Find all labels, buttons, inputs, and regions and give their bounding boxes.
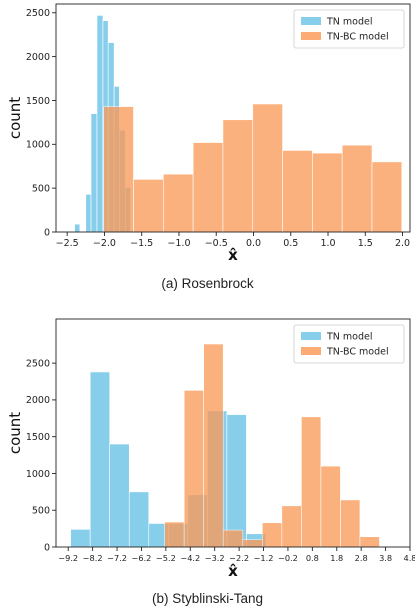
x-tick-label: −2.0 bbox=[93, 238, 116, 249]
legend-swatch bbox=[301, 17, 321, 25]
y-tick-label: 1000 bbox=[26, 140, 50, 151]
histogram-bar bbox=[89, 371, 111, 548]
y-tick-label: 1000 bbox=[26, 469, 50, 480]
histogram-bar bbox=[320, 465, 341, 548]
x-tick-label: −0.5 bbox=[205, 238, 228, 249]
histogram-bar bbox=[226, 414, 247, 548]
histogram-bar bbox=[371, 161, 403, 233]
y-tick-label: 2500 bbox=[26, 358, 50, 369]
y-tick-label: 1500 bbox=[26, 96, 50, 107]
histogram-bar bbox=[341, 144, 373, 233]
histogram-bar bbox=[183, 390, 205, 548]
histogram-bar bbox=[96, 15, 104, 233]
y-tick-label: 2000 bbox=[26, 52, 50, 63]
histogram-bar bbox=[163, 173, 194, 233]
x-tick-label: −9.2 bbox=[58, 553, 78, 563]
caption-styblinski-tang: (b) Styblinski-Tang bbox=[151, 591, 264, 606]
legend-swatch bbox=[301, 332, 321, 340]
histogram-bar bbox=[222, 119, 254, 233]
histogram-bar bbox=[252, 103, 283, 233]
x-tick-label: 1.0 bbox=[320, 238, 335, 249]
legend-label: TN-BC model bbox=[326, 32, 389, 43]
histogram-bar bbox=[301, 416, 322, 548]
x-tick-label: −1.0 bbox=[167, 238, 190, 249]
histogram-bar bbox=[222, 529, 244, 548]
x-tick-label: −2.5 bbox=[56, 238, 79, 249]
x-tick-label: 4.8 bbox=[403, 553, 415, 563]
x-tick-label: −0.2 bbox=[278, 553, 298, 563]
x-tick-label: −1.5 bbox=[130, 238, 153, 249]
legend-swatch bbox=[301, 32, 321, 40]
x-tick-label: 1.5 bbox=[358, 238, 373, 249]
caption-rosenbrock: (a) Rosenbrock bbox=[161, 276, 254, 291]
legend-label: TN model bbox=[326, 332, 373, 343]
x-tick-label: −1.2 bbox=[254, 553, 274, 563]
y-tick-label: 0 bbox=[44, 542, 50, 553]
histogram-bar bbox=[359, 536, 380, 548]
x-tick-label: −5.2 bbox=[156, 553, 176, 563]
legend: TN model TN-BC model bbox=[293, 324, 405, 364]
histogram-bar bbox=[281, 505, 302, 548]
y-tick-label: 1500 bbox=[26, 432, 50, 443]
x-tick-label: 0.5 bbox=[283, 238, 298, 249]
x-tick-label: −3.2 bbox=[205, 553, 225, 563]
y-tick-label: 500 bbox=[32, 506, 50, 517]
x-tick-label: 2.8 bbox=[355, 553, 368, 563]
y-axis-label: count bbox=[6, 412, 24, 454]
x-tick-label: 3.8 bbox=[379, 553, 392, 563]
x-axis-label: x̂ bbox=[228, 246, 238, 264]
plot-frame bbox=[55, 3, 411, 233]
histogram-bar bbox=[261, 522, 283, 548]
histogram-bar bbox=[203, 343, 224, 548]
y-tick-label: 2000 bbox=[26, 395, 50, 406]
chart-2: 0 500 1000 1500 2000 2500 −9.2 −8.2 −7.2 −6.2 −5.2… bbox=[6, 318, 415, 580]
x-tick-label: −6.2 bbox=[132, 553, 152, 563]
histogram-bar bbox=[133, 179, 164, 233]
chart-1: 0 500 1000 1500 2000 2500 −2.5 −2.0 −1.5 −1.0 −0.5… bbox=[6, 3, 411, 264]
x-tick-label: −7.2 bbox=[107, 553, 127, 563]
histogram-bar bbox=[74, 223, 81, 233]
x-tick-label: 0.8 bbox=[306, 553, 319, 563]
series-tn-bc-model bbox=[164, 343, 380, 548]
histogram-bar bbox=[192, 142, 224, 233]
y-tick-label: 500 bbox=[32, 183, 50, 194]
y-axis-label: count bbox=[6, 97, 24, 139]
legend-box bbox=[293, 9, 405, 49]
histogram-bar bbox=[282, 150, 313, 233]
legend: TN model TN-BC model bbox=[293, 9, 405, 49]
x-tick-label: −4.2 bbox=[180, 553, 200, 563]
histogram-bar bbox=[164, 521, 185, 548]
x-tick-label: 2.0 bbox=[395, 238, 410, 249]
histogram-bar bbox=[103, 106, 134, 233]
x-tick-label: −8.2 bbox=[83, 553, 103, 563]
histogram-bar bbox=[128, 491, 150, 548]
histogram-bar bbox=[70, 529, 91, 548]
legend-label: TN-BC model bbox=[326, 347, 389, 358]
histogram-bar bbox=[312, 152, 343, 233]
x-tick-label: 1.8 bbox=[330, 553, 343, 563]
legend-label: TN model bbox=[326, 17, 373, 28]
series-tn-model bbox=[70, 371, 267, 548]
x-tick-label: −2.2 bbox=[229, 553, 249, 563]
legend-box bbox=[293, 324, 405, 364]
series-tn-bc-model bbox=[103, 103, 403, 233]
histogram-bar bbox=[340, 499, 361, 548]
histogram-bar bbox=[242, 539, 263, 548]
y-tick-label: 0 bbox=[44, 227, 50, 238]
histogram-bar bbox=[109, 443, 130, 548]
legend-swatch bbox=[301, 347, 321, 355]
histogram-bar bbox=[90, 113, 98, 233]
x-axis-label: x̂ bbox=[228, 562, 238, 580]
y-tick-label: 2500 bbox=[26, 8, 50, 19]
x-tick-label: 0.0 bbox=[246, 238, 261, 249]
histogram-bar bbox=[85, 193, 92, 233]
plot-frame bbox=[55, 318, 411, 548]
